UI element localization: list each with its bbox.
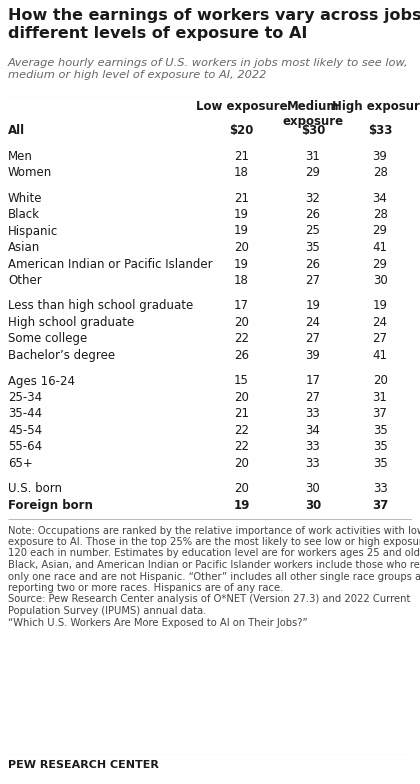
Text: 31: 31	[373, 391, 388, 404]
Text: 28: 28	[373, 208, 388, 221]
Text: $30: $30	[301, 124, 325, 137]
Text: 22: 22	[234, 332, 249, 346]
Text: Average hourly earnings of U.S. workers in jobs most likely to see low,
medium o: Average hourly earnings of U.S. workers …	[8, 58, 409, 81]
Text: Some college: Some college	[8, 332, 87, 346]
Text: 41: 41	[373, 349, 388, 362]
Text: 20: 20	[373, 375, 388, 387]
Text: 37: 37	[373, 408, 388, 420]
Text: 20: 20	[234, 391, 249, 404]
Text: 20: 20	[234, 482, 249, 495]
Text: 32: 32	[305, 191, 320, 205]
Text: Women: Women	[8, 166, 52, 179]
Text: 35-44: 35-44	[8, 408, 42, 420]
Text: 30: 30	[305, 482, 320, 495]
Text: Black, Asian, and American Indian or Pacific Islander workers include those who : Black, Asian, and American Indian or Pac…	[8, 560, 420, 570]
Text: 30: 30	[373, 274, 388, 287]
Text: Other: Other	[8, 274, 42, 287]
Text: reporting two or more races. Hispanics are of any race.: reporting two or more races. Hispanics a…	[8, 583, 284, 593]
Text: 29: 29	[373, 224, 388, 238]
Text: 21: 21	[234, 150, 249, 162]
Text: High school graduate: High school graduate	[8, 316, 134, 329]
Text: How the earnings of workers vary across jobs with
different levels of exposure t: How the earnings of workers vary across …	[8, 8, 420, 41]
Text: Asian: Asian	[8, 241, 40, 254]
Text: Source: Pew Research Center analysis of O*NET (Version 27.3) and 2022 Current: Source: Pew Research Center analysis of …	[8, 594, 410, 604]
Text: 15: 15	[234, 375, 249, 387]
Text: Foreign born: Foreign born	[8, 499, 93, 512]
Text: 19: 19	[373, 299, 388, 313]
Text: 35: 35	[373, 457, 388, 470]
Text: Bachelor’s degree: Bachelor’s degree	[8, 349, 115, 362]
Text: 29: 29	[373, 257, 388, 270]
Text: 21: 21	[234, 191, 249, 205]
Text: American Indian or Pacific Islander: American Indian or Pacific Islander	[8, 257, 213, 270]
Text: 34: 34	[305, 424, 320, 437]
Text: 65+: 65+	[8, 457, 33, 470]
Text: 22: 22	[234, 424, 249, 437]
Text: 35: 35	[373, 424, 388, 437]
Text: 19: 19	[234, 499, 249, 512]
Text: 55-64: 55-64	[8, 441, 42, 453]
Text: 25: 25	[305, 224, 320, 238]
Text: 33: 33	[305, 457, 320, 470]
Text: 19: 19	[234, 257, 249, 270]
Text: 26: 26	[234, 349, 249, 362]
Text: White: White	[8, 191, 42, 205]
Text: 19: 19	[234, 208, 249, 221]
Text: Less than high school graduate: Less than high school graduate	[8, 299, 193, 313]
Text: 19: 19	[234, 224, 249, 238]
Text: 45-54: 45-54	[8, 424, 42, 437]
Text: 17: 17	[234, 299, 249, 313]
Text: 20: 20	[234, 457, 249, 470]
Text: 20: 20	[234, 241, 249, 254]
Text: All: All	[8, 124, 25, 137]
Text: 21: 21	[234, 408, 249, 420]
Text: exposure to AI. Those in the top 25% are the most likely to see low or high expo: exposure to AI. Those in the top 25% are…	[8, 537, 420, 547]
Text: 33: 33	[305, 441, 320, 453]
Text: PEW RESEARCH CENTER: PEW RESEARCH CENTER	[8, 760, 159, 770]
Text: 30: 30	[305, 499, 321, 512]
Text: Black: Black	[8, 208, 40, 221]
Text: 35: 35	[305, 241, 320, 254]
Text: 35: 35	[373, 441, 388, 453]
Text: only one race and are not Hispanic. “Other” includes all other single race group: only one race and are not Hispanic. “Oth…	[8, 572, 420, 582]
Text: U.S. born: U.S. born	[8, 482, 62, 495]
Text: Ages 16-24: Ages 16-24	[8, 375, 75, 387]
Text: $20: $20	[229, 124, 254, 137]
Text: 28: 28	[373, 166, 388, 179]
Text: 31: 31	[305, 150, 320, 162]
Text: 33: 33	[373, 482, 388, 495]
Text: Medium
exposure: Medium exposure	[282, 100, 344, 128]
Text: 24: 24	[305, 316, 320, 329]
Text: 19: 19	[305, 299, 320, 313]
Text: 27: 27	[373, 332, 388, 346]
Text: Men: Men	[8, 150, 33, 162]
Text: 18: 18	[234, 274, 249, 287]
Text: Hispanic: Hispanic	[8, 224, 58, 238]
Text: 27: 27	[305, 391, 320, 404]
Text: 33: 33	[305, 408, 320, 420]
Text: High exposure: High exposure	[332, 100, 420, 113]
Text: 120 each in number. Estimates by education level are for workers ages 25 and old: 120 each in number. Estimates by educati…	[8, 549, 420, 558]
Text: 37: 37	[372, 499, 388, 512]
Text: 26: 26	[305, 257, 320, 270]
Text: Population Survey (IPUMS) annual data.: Population Survey (IPUMS) annual data.	[8, 606, 206, 616]
Text: 27: 27	[305, 274, 320, 287]
Text: 17: 17	[305, 375, 320, 387]
Text: 18: 18	[234, 166, 249, 179]
Text: “Which U.S. Workers Are More Exposed to AI on Their Jobs?”: “Which U.S. Workers Are More Exposed to …	[8, 618, 307, 627]
Text: Note: Occupations are ranked by the relative importance of work activities with : Note: Occupations are ranked by the rela…	[8, 525, 420, 535]
Text: 24: 24	[373, 316, 388, 329]
Text: 20: 20	[234, 316, 249, 329]
Text: 39: 39	[373, 150, 388, 162]
Text: 29: 29	[305, 166, 320, 179]
Text: $33: $33	[368, 124, 392, 137]
Text: 26: 26	[305, 208, 320, 221]
Text: 41: 41	[373, 241, 388, 254]
Text: Low exposure: Low exposure	[196, 100, 287, 113]
Text: 25-34: 25-34	[8, 391, 42, 404]
Text: 22: 22	[234, 441, 249, 453]
Text: 27: 27	[305, 332, 320, 346]
Text: 39: 39	[305, 349, 320, 362]
Text: 34: 34	[373, 191, 388, 205]
